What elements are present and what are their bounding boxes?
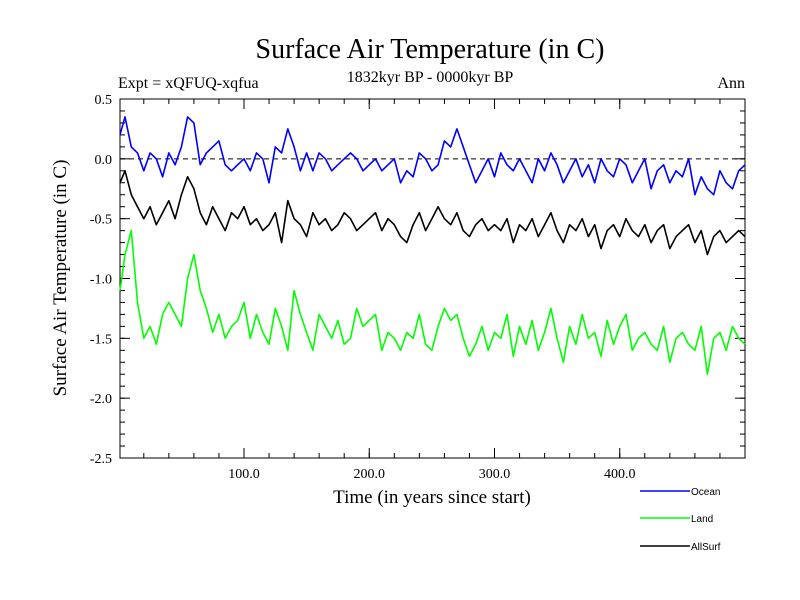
- x-tick-label: 100.0: [228, 467, 260, 482]
- x-tick-label: 200.0: [353, 467, 385, 482]
- y-tick-label: -1.5: [90, 332, 112, 347]
- y-tick-label: -1.0: [90, 273, 112, 288]
- y-tick-label: 0.5: [95, 93, 113, 108]
- y-axis-label: Surface Air Temperature (in C): [50, 160, 71, 397]
- series-line-ocean: [119, 116, 746, 196]
- x-axis-label: Time (in years since start): [333, 487, 531, 508]
- plot-area: 100.0 200.0 300.0 400.0 0.5 0.0 -0.5 -1.0 -1.5 -2…: [90, 93, 746, 482]
- legend-label-ocean: Ocean: [691, 487, 720, 498]
- chart-title: Surface Air Temperature (in C): [256, 34, 605, 65]
- y-tick-label: -2.0: [90, 392, 112, 407]
- x-tick-label: 300.0: [479, 467, 511, 482]
- period-label: 1832kyr BP - 0000kyr BP: [347, 69, 514, 86]
- season-label: Ann: [717, 75, 745, 92]
- y-tick-label: -0.5: [90, 213, 112, 228]
- series-line-allsurf: [119, 170, 746, 256]
- series-line-land: [119, 229, 746, 376]
- legend-label-allsurf: AllSurf: [691, 542, 721, 553]
- experiment-label: Expt = xQFUQ-xqfua: [118, 75, 259, 92]
- y-tick-label: 0.0: [95, 153, 113, 168]
- legend-label-land: Land: [691, 514, 713, 525]
- plot-frame: [119, 98, 746, 459]
- x-tick-label: 400.0: [604, 467, 636, 482]
- legend: Ocean Land AllSurf: [640, 487, 721, 553]
- y-tick-label: -2.5: [90, 452, 112, 467]
